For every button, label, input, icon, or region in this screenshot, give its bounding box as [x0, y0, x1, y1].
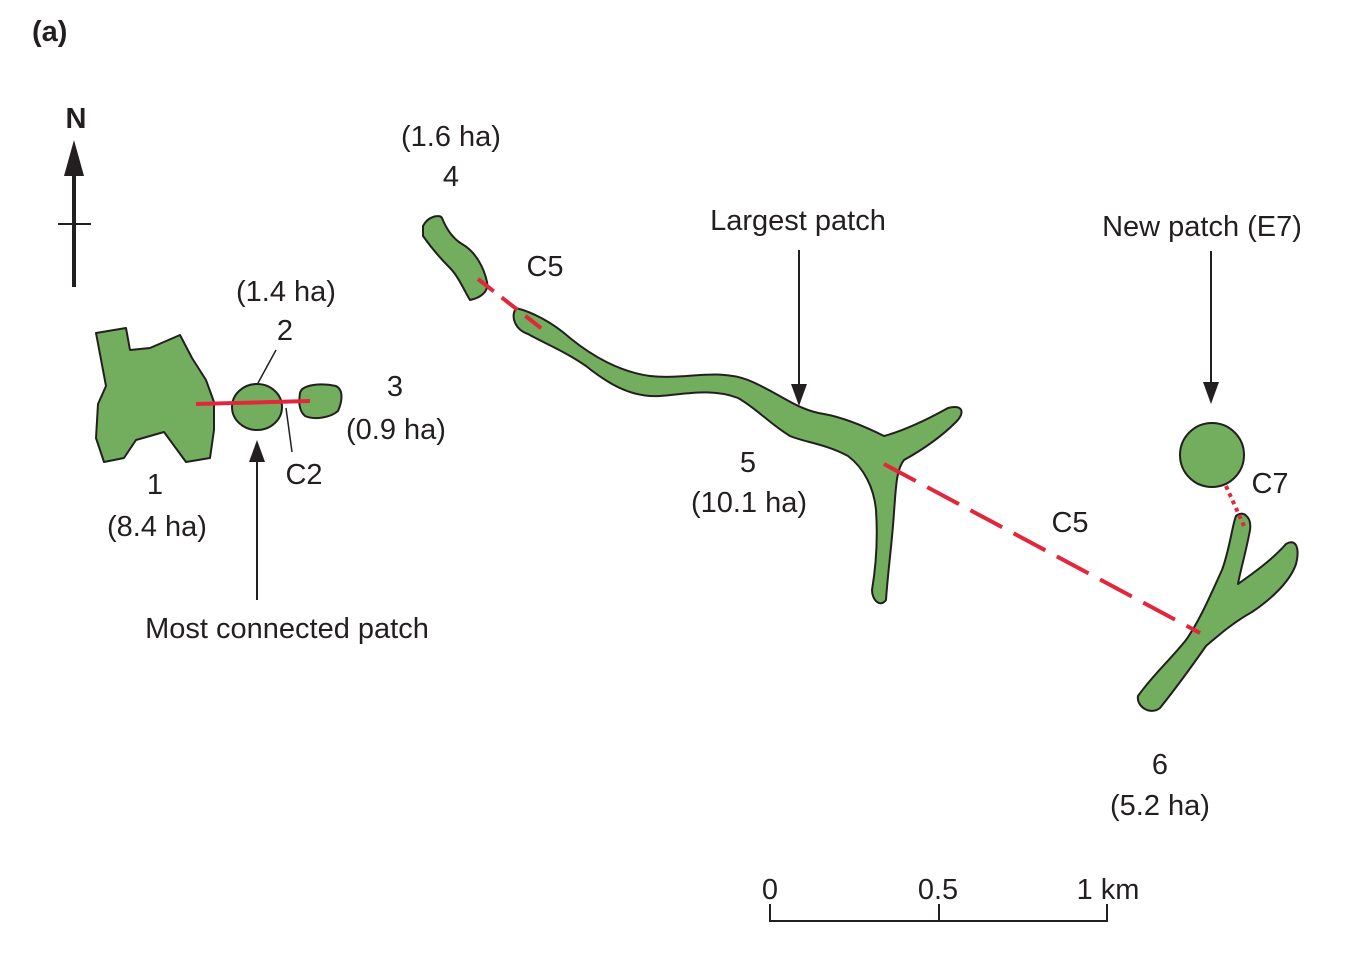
north-arrow-icon: N	[58, 103, 91, 287]
link-c5-east-label: C5	[1051, 507, 1088, 539]
patch-2-id: 2	[277, 315, 293, 347]
scale-tick-mid: 0.5	[918, 874, 958, 906]
patch-6-area: (5.2 ha)	[1110, 790, 1210, 822]
c2-leader	[285, 407, 293, 453]
scale-tick-0: 0	[762, 874, 778, 906]
new-patch-label: New patch (E7)	[1102, 211, 1302, 243]
scale-tick-end: 1 km	[1077, 874, 1140, 906]
patch-3-id: 3	[387, 371, 403, 403]
patch-4-id: 4	[443, 161, 459, 193]
new-patch-arrow-icon	[1203, 251, 1219, 404]
patch-6-id: 6	[1152, 749, 1168, 781]
patch-e7	[1179, 422, 1245, 488]
patch-5	[512, 307, 963, 605]
patch-5-id: 5	[740, 447, 756, 479]
largest-patch-label: Largest patch	[710, 205, 886, 237]
largest-patch-arrow-icon	[791, 250, 807, 406]
patch-1-id: 1	[147, 469, 163, 501]
north-label: N	[66, 103, 87, 135]
patch-2	[231, 383, 283, 431]
patch-1-area: (8.4 ha)	[107, 511, 207, 543]
patch-2-area: (1.4 ha)	[236, 276, 336, 308]
patch-5-area: (10.1 ha)	[691, 487, 807, 519]
patch-1	[95, 327, 215, 463]
link-c2-label: C2	[285, 459, 322, 491]
most-connected-arrow-icon	[249, 440, 265, 600]
link-c5-east	[883, 462, 1201, 635]
link-c2	[195, 399, 311, 406]
link-c7-label: C7	[1251, 468, 1288, 500]
link-c5-north-label: C5	[526, 251, 563, 283]
patch-3-area: (0.9 ha)	[346, 414, 446, 446]
patch-2-leader	[257, 349, 277, 384]
link-c5-north	[476, 277, 548, 334]
scale-bar: 0 0.5 1 km	[762, 874, 1139, 922]
patch-4-area: (1.6 ha)	[401, 121, 501, 153]
patch-6	[1136, 512, 1299, 712]
patch-3	[298, 383, 343, 420]
most-connected-label: Most connected patch	[145, 613, 429, 645]
patch-4	[422, 215, 489, 301]
panel-label: (a)	[32, 16, 67, 48]
